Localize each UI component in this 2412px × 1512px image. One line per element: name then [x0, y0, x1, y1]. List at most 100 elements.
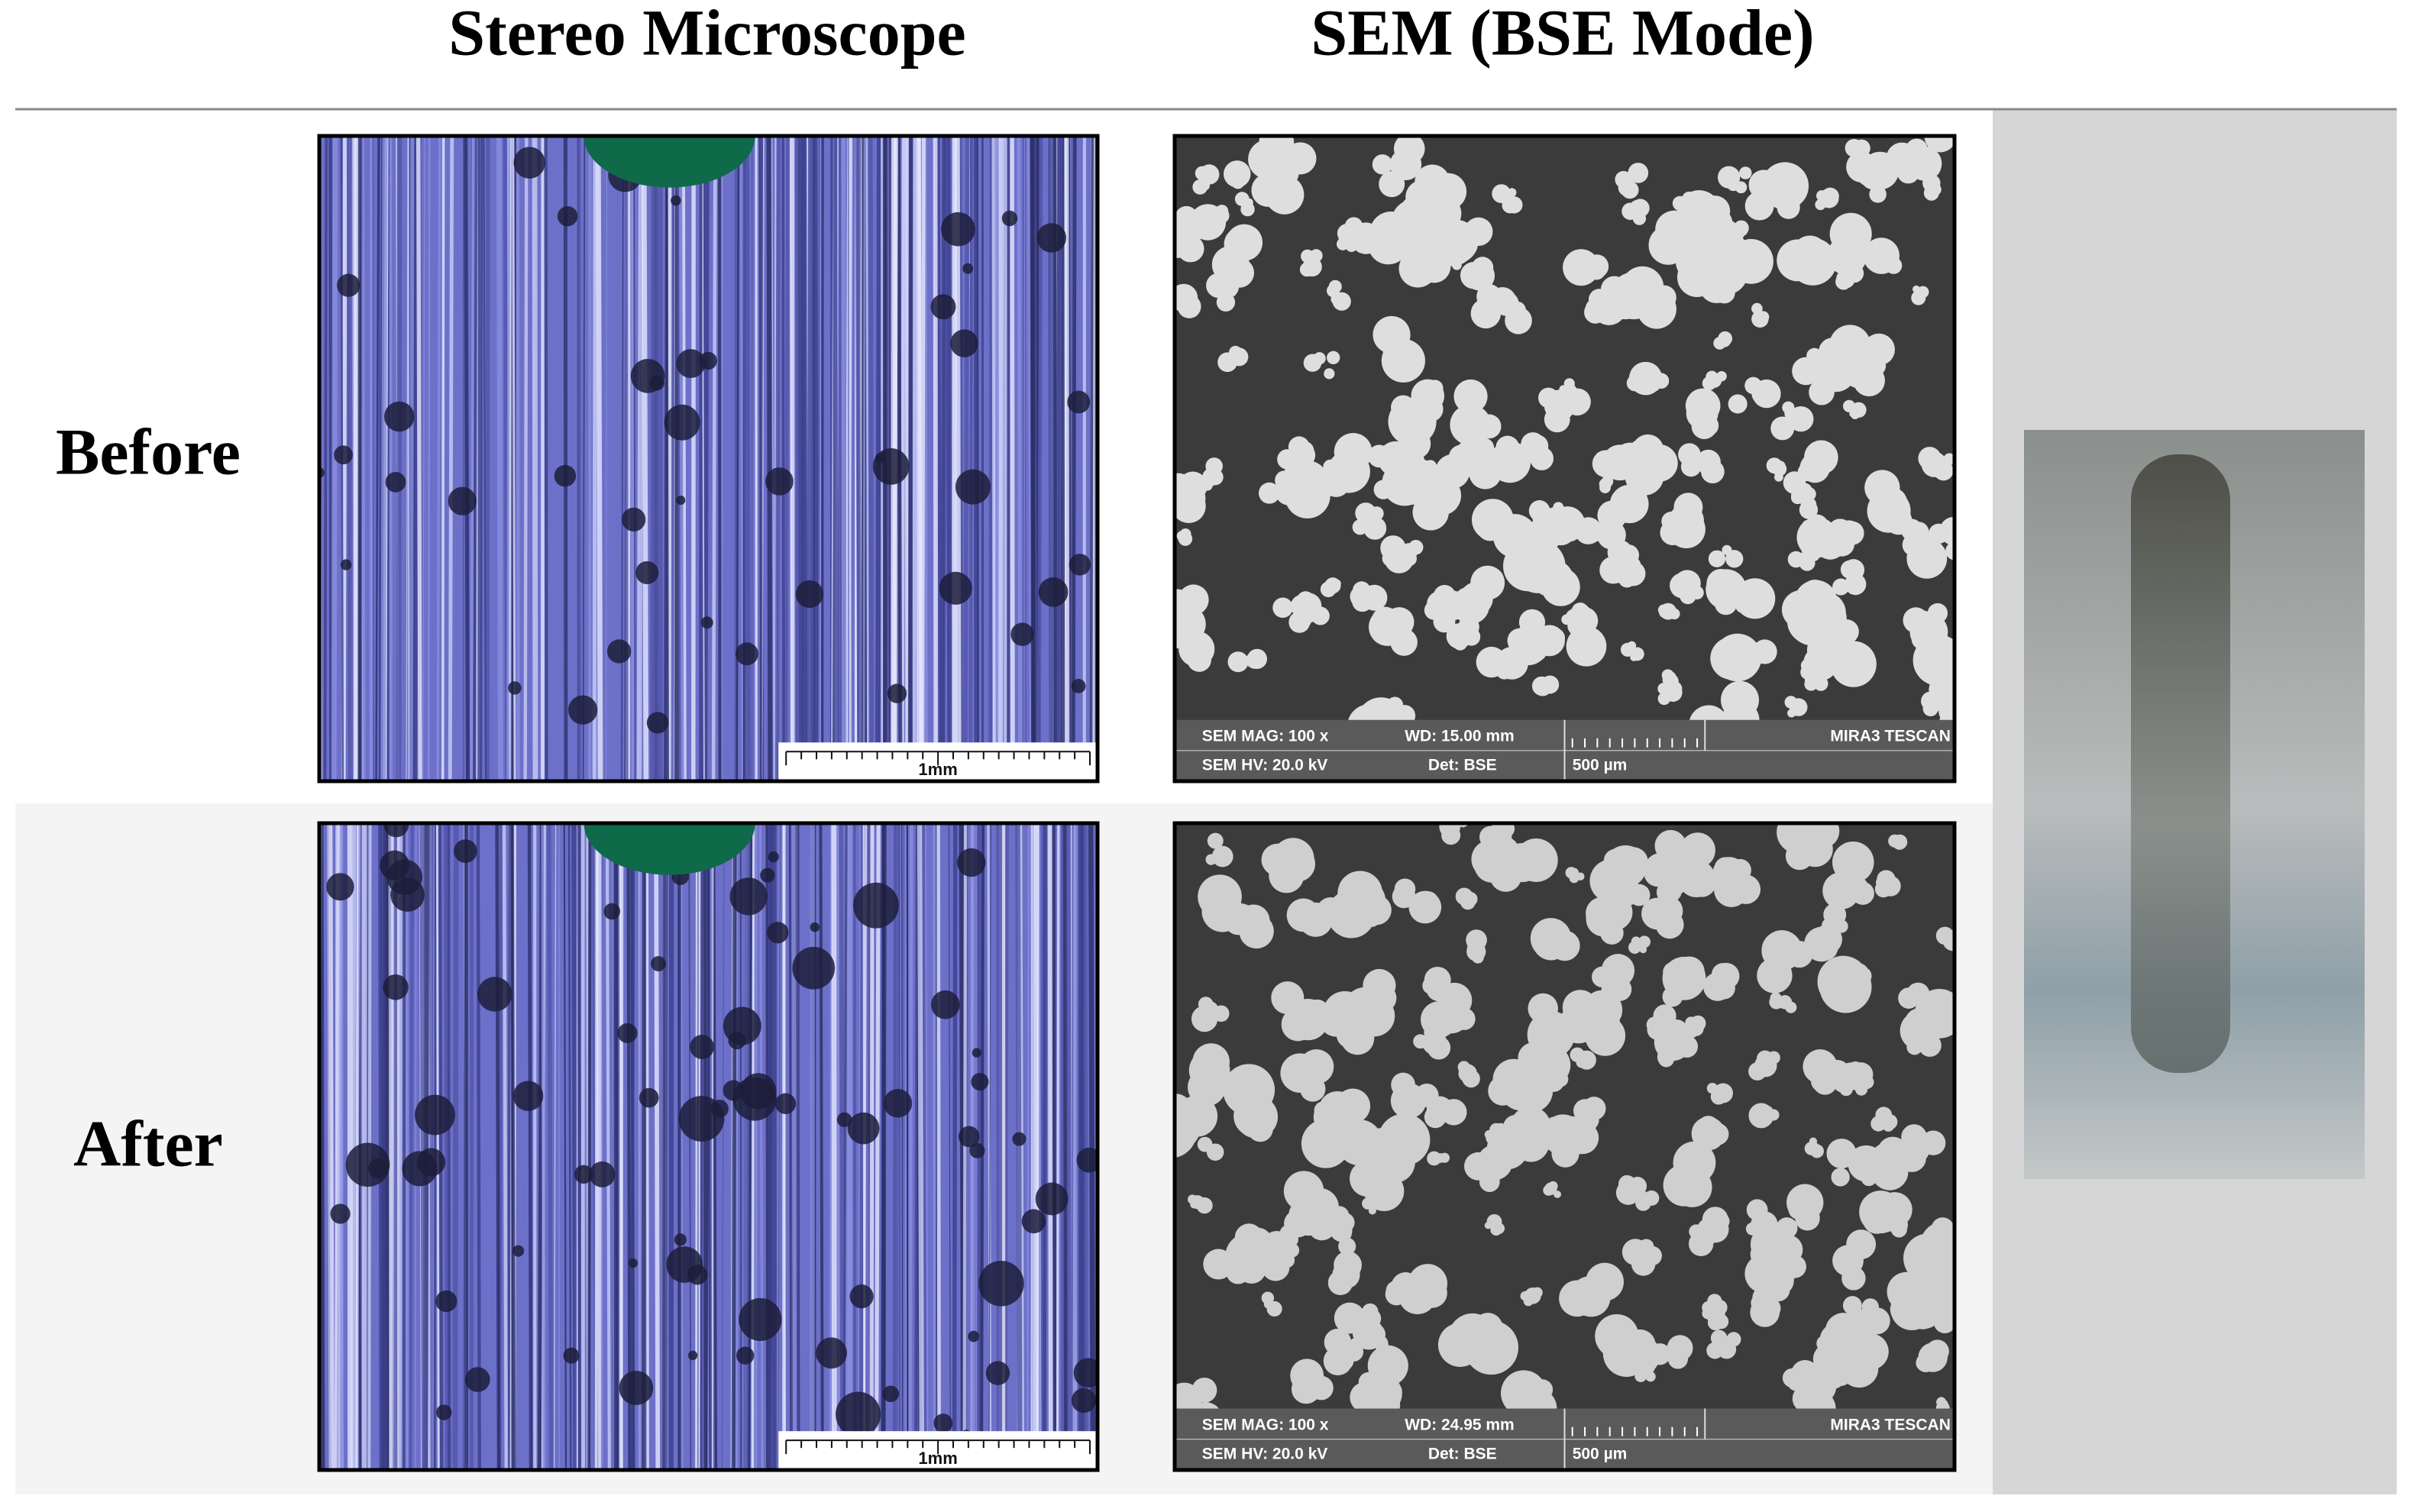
- pit: [930, 990, 960, 1019]
- stria: [839, 823, 845, 1470]
- particle: [1713, 1083, 1733, 1103]
- particle: [1945, 541, 1954, 561]
- pit: [1021, 1209, 1046, 1234]
- stria: [319, 823, 325, 1470]
- particle: [1744, 191, 1774, 221]
- particle: [1734, 251, 1754, 271]
- particle: [1876, 877, 1887, 889]
- particle: [1716, 370, 1727, 382]
- stria: [794, 823, 800, 1470]
- stria: [760, 136, 763, 781]
- stria: [327, 823, 331, 1470]
- stria: [408, 823, 415, 1470]
- pit: [1001, 210, 1018, 227]
- particle: [1710, 576, 1735, 601]
- particle: [1237, 1255, 1266, 1284]
- particle: [1624, 1329, 1656, 1362]
- particle: [1933, 460, 1954, 481]
- stria: [403, 823, 409, 1470]
- particle: [1929, 670, 1954, 710]
- particle: [1592, 290, 1627, 325]
- pit: [340, 559, 352, 570]
- particle: [1709, 208, 1727, 225]
- particle: [1601, 475, 1614, 488]
- particle: [1772, 461, 1787, 477]
- particle: [1682, 191, 1697, 207]
- particle: [1521, 1373, 1539, 1391]
- stria: [907, 823, 913, 1470]
- stria: [553, 823, 557, 1470]
- stria: [1017, 136, 1023, 781]
- pit: [939, 571, 972, 605]
- particle: [1460, 582, 1493, 615]
- stria: [901, 823, 904, 1470]
- pit: [603, 903, 620, 920]
- particle: [1566, 626, 1607, 667]
- particle: [1726, 177, 1741, 192]
- stria: [940, 136, 946, 781]
- stria: [935, 136, 942, 781]
- stria: [351, 823, 357, 1470]
- particle: [1271, 981, 1305, 1015]
- pit: [760, 867, 775, 883]
- particle: [1673, 515, 1699, 541]
- pit: [464, 1367, 490, 1392]
- pit: [628, 1258, 639, 1268]
- stria: [436, 136, 441, 781]
- pit: [512, 1245, 525, 1257]
- particle: [1728, 394, 1748, 414]
- stria: [736, 136, 740, 781]
- particle: [1240, 202, 1255, 217]
- stria: [334, 823, 340, 1470]
- stria: [1057, 823, 1061, 1470]
- particle: [1261, 1230, 1293, 1263]
- pit: [933, 1413, 953, 1433]
- stria: [375, 136, 380, 781]
- particle: [1434, 999, 1470, 1034]
- particle: [1769, 994, 1784, 1010]
- particle: [1279, 865, 1292, 878]
- particle: [1752, 379, 1781, 409]
- stria: [831, 823, 837, 1470]
- stria: [758, 823, 764, 1470]
- sem-brand: MIRA3 TESCAN: [1830, 728, 1951, 745]
- particle: [1819, 1323, 1854, 1358]
- stria: [818, 136, 823, 781]
- particle: [1333, 1223, 1352, 1242]
- stria: [991, 136, 996, 781]
- particle: [1495, 435, 1520, 460]
- particle: [1877, 1136, 1909, 1168]
- particle: [1783, 1255, 1806, 1278]
- particle: [1490, 1223, 1502, 1236]
- particle: [1382, 1381, 1402, 1402]
- particle: [1455, 887, 1473, 906]
- particle: [1632, 212, 1647, 225]
- particle: [1657, 1049, 1673, 1065]
- pit: [882, 1385, 900, 1403]
- particle: [1785, 1001, 1797, 1013]
- particle: [1852, 1077, 1864, 1089]
- particle: [1428, 1153, 1440, 1164]
- particle: [1845, 573, 1867, 596]
- particle: [1687, 868, 1716, 897]
- particle: [1832, 578, 1850, 596]
- stria: [409, 136, 415, 781]
- particle: [1554, 1191, 1561, 1198]
- stria: [452, 823, 459, 1470]
- particle: [1298, 1049, 1334, 1084]
- column-header: Stereo Microscope: [448, 0, 965, 69]
- pit: [985, 1361, 1010, 1385]
- particle: [1787, 551, 1805, 568]
- stria: [681, 136, 687, 781]
- stria: [896, 823, 900, 1470]
- stria: [699, 136, 703, 781]
- particle: [1175, 1385, 1201, 1414]
- particle: [1809, 1144, 1824, 1158]
- particle: [1372, 154, 1393, 175]
- pit: [671, 195, 681, 206]
- particle: [1258, 482, 1280, 504]
- particle: [1826, 1065, 1851, 1090]
- pit: [736, 1346, 755, 1365]
- particle: [1898, 987, 1919, 1009]
- stria: [720, 136, 723, 781]
